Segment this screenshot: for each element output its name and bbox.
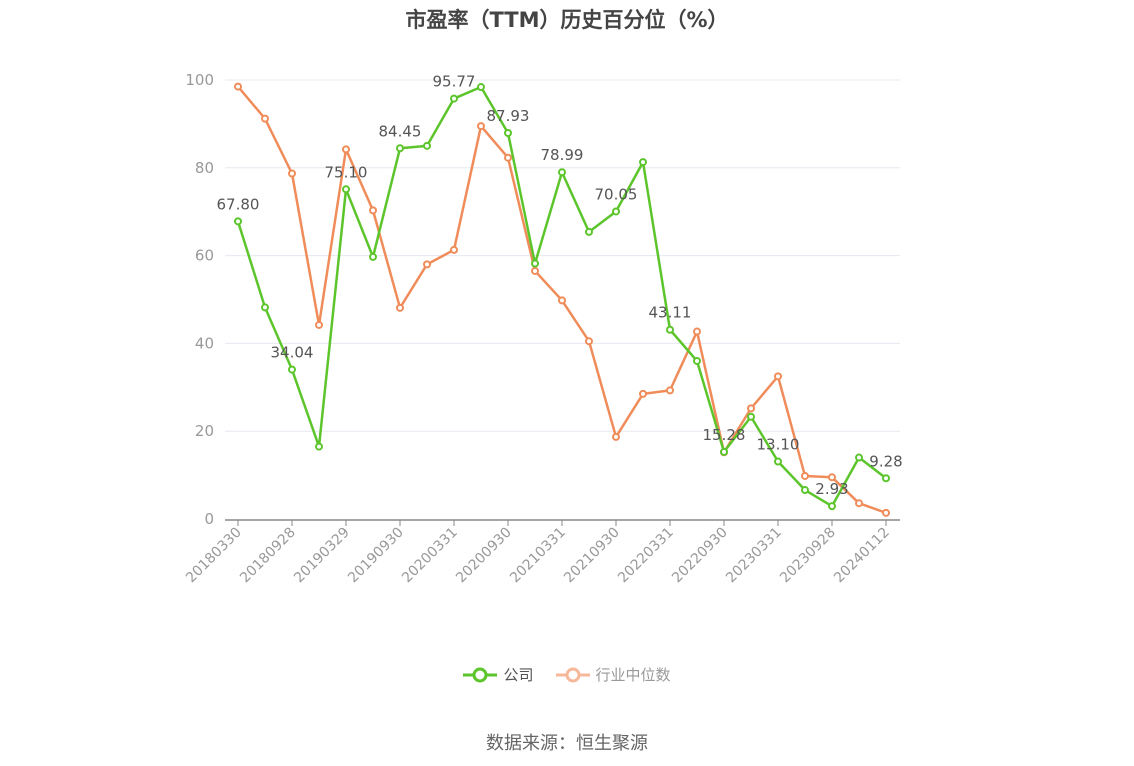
industry-point: [693, 327, 701, 336]
company-point: [558, 168, 566, 177]
industry-point: [747, 404, 755, 413]
data-label: 2.93: [815, 480, 848, 498]
x-tick-label: 20180330: [183, 525, 245, 587]
legend-label-company: 公司: [503, 666, 534, 684]
industry-point: [558, 296, 566, 305]
data-label: 78.99: [541, 146, 584, 164]
data-label: 95.77: [433, 73, 476, 91]
company-point: [450, 94, 458, 103]
industry-point: [396, 303, 404, 312]
x-tick-label: 20180928: [237, 525, 299, 587]
industry-point: [666, 386, 674, 395]
company-point: [774, 457, 782, 466]
company-point: [693, 356, 701, 365]
x-tick-label: 20200930: [453, 525, 515, 587]
industry-point: [855, 499, 863, 508]
industry-point: [828, 473, 836, 482]
y-tick-label: 0: [204, 510, 214, 528]
company-point: [234, 217, 242, 226]
x-tick-label: 20210331: [507, 525, 569, 587]
company-point: [504, 128, 512, 137]
x-tick-label: 20210930: [561, 525, 623, 587]
industry-point: [612, 432, 620, 441]
x-tick-label: 20230331: [723, 525, 785, 587]
data-label: 87.93: [487, 107, 530, 125]
data-label: 70.05: [595, 185, 638, 203]
y-tick-label: 80: [195, 159, 214, 177]
industry-point: [234, 82, 242, 91]
company-point: [261, 303, 269, 312]
company-point: [585, 227, 593, 236]
company-point: [720, 447, 728, 456]
data-label-layer: 67.80 34.04 75.10 84.45 95.77 87.93 78.99 70.05…: [217, 73, 903, 499]
company-point: [639, 158, 647, 167]
x-tick-label: 20190329: [291, 525, 353, 587]
x-tick-label: 20220930: [669, 525, 731, 587]
company-point: [342, 185, 350, 194]
legend-item-company[interactable]: 公司: [463, 664, 534, 685]
x-tick-label: 20190930: [345, 525, 407, 587]
x-tick-label: 20220331: [615, 525, 677, 587]
company-point: [828, 502, 836, 511]
industry-point: [315, 320, 323, 329]
series-layer: [234, 82, 890, 517]
company-point: [369, 252, 377, 261]
industry-point: [261, 114, 269, 123]
industry-point: [585, 337, 593, 346]
y-tick-label: 60: [195, 247, 214, 265]
legend-marker-company-icon: [463, 667, 498, 682]
company-point: [612, 207, 620, 216]
chart-title: 市盈率（TTM）历史百分位（%）: [405, 8, 729, 32]
company-point: [288, 365, 296, 374]
industry-point: [288, 169, 296, 178]
company-point: [423, 141, 431, 150]
company-point: [396, 144, 404, 153]
data-label: 15.28: [703, 426, 746, 444]
data-label: 75.10: [325, 163, 368, 181]
x-tick-label: 20240112: [831, 525, 893, 587]
industry-point: [882, 508, 890, 517]
data-label: 84.45: [379, 122, 422, 140]
y-tick-label: 100: [185, 71, 214, 89]
data-label: 9.28: [869, 452, 902, 470]
legend-label-industry: 行业中位数: [595, 666, 671, 684]
industry-point: [369, 206, 377, 215]
company-point: [666, 325, 674, 334]
company-point: [747, 412, 755, 421]
source-note: 数据来源：恒生聚源: [486, 733, 648, 754]
industry-point: [450, 245, 458, 254]
legend-item-industry[interactable]: 行业中位数: [555, 664, 671, 685]
company-point: [855, 453, 863, 462]
company-point: [801, 486, 809, 495]
data-label: 43.11: [649, 304, 692, 322]
legend: 公司 行业中位数: [0, 664, 1134, 685]
company-point: [531, 259, 539, 268]
company-point: [882, 474, 890, 483]
industry-point: [801, 471, 809, 480]
industry-point: [477, 122, 485, 131]
data-label: 67.80: [217, 195, 260, 213]
company-point: [477, 83, 485, 92]
industry-point: [531, 266, 539, 275]
x-tick-label: 20200331: [399, 525, 461, 587]
legend-marker-industry-icon: [555, 667, 590, 682]
data-label: 34.04: [271, 344, 314, 362]
grid-layer: [225, 79, 900, 432]
x-tick-label: 20230928: [777, 525, 839, 587]
company-point: [315, 442, 323, 451]
industry-point: [504, 153, 512, 162]
industry-point: [639, 389, 647, 398]
industry-point: [342, 145, 350, 154]
industry-point: [774, 372, 782, 381]
industry-point: [423, 260, 431, 269]
y-tick-label: 20: [195, 422, 214, 440]
data-label: 13.10: [757, 435, 800, 453]
y-tick-label: 40: [195, 334, 214, 352]
